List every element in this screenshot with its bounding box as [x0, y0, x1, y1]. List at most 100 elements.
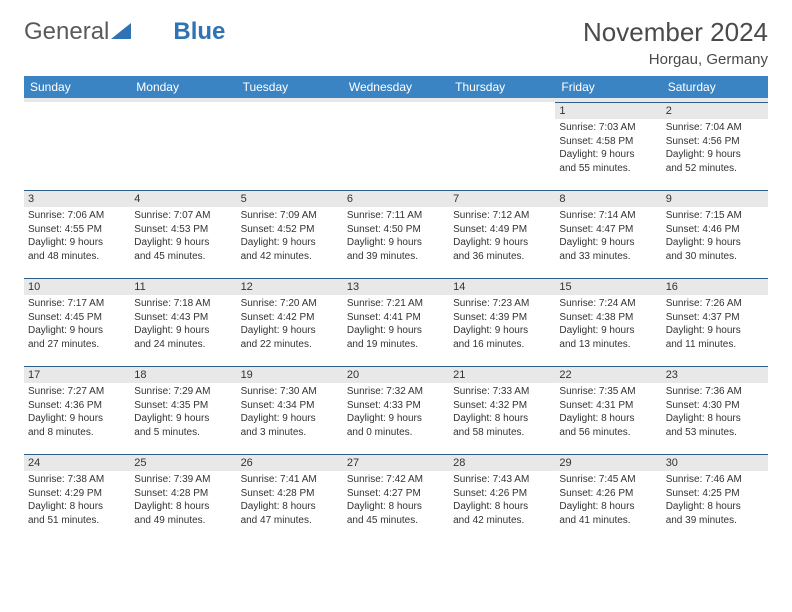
calendar-week-row: 3Sunrise: 7:06 AMSunset: 4:55 PMDaylight… [24, 190, 768, 278]
daylight-text: Daylight: 9 hours [453, 236, 551, 250]
title-block: November 2024 Horgau, Germany [583, 18, 768, 68]
daylight-text: and 13 minutes. [559, 338, 657, 352]
sunset-text: Sunset: 4:56 PM [666, 135, 764, 149]
day-number: 1 [555, 102, 661, 120]
daylight-text: and 3 minutes. [241, 426, 339, 440]
daylight-text: Daylight: 9 hours [559, 324, 657, 338]
day-header: Monday [130, 76, 236, 98]
calendar-week-row: 24Sunrise: 7:38 AMSunset: 4:29 PMDayligh… [24, 454, 768, 542]
day-number: 19 [237, 366, 343, 384]
day-body: Sunrise: 7:20 AMSunset: 4:42 PMDaylight:… [237, 295, 343, 353]
day-header-row: Sunday Monday Tuesday Wednesday Thursday… [24, 76, 768, 98]
calendar-cell: 28Sunrise: 7:43 AMSunset: 4:26 PMDayligh… [449, 454, 555, 542]
calendar-cell: 4Sunrise: 7:07 AMSunset: 4:53 PMDaylight… [130, 190, 236, 278]
sunset-text: Sunset: 4:26 PM [453, 487, 551, 501]
calendar-cell: 11Sunrise: 7:18 AMSunset: 4:43 PMDayligh… [130, 278, 236, 366]
day-body: Sunrise: 7:45 AMSunset: 4:26 PMDaylight:… [555, 471, 661, 529]
daylight-text: and 48 minutes. [28, 250, 126, 264]
calendar-cell: 21Sunrise: 7:33 AMSunset: 4:32 PMDayligh… [449, 366, 555, 454]
day-number: 11 [130, 278, 236, 296]
day-body: Sunrise: 7:21 AMSunset: 4:41 PMDaylight:… [343, 295, 449, 353]
day-number: 17 [24, 366, 130, 384]
sunset-text: Sunset: 4:25 PM [666, 487, 764, 501]
daylight-text: and 24 minutes. [134, 338, 232, 352]
day-number: 21 [449, 366, 555, 384]
day-body: Sunrise: 7:32 AMSunset: 4:33 PMDaylight:… [343, 383, 449, 441]
day-header: Friday [555, 76, 661, 98]
day-number: 10 [24, 278, 130, 296]
daylight-text: and 52 minutes. [666, 162, 764, 176]
daylight-text: Daylight: 9 hours [666, 148, 764, 162]
day-body: Sunrise: 7:07 AMSunset: 4:53 PMDaylight:… [130, 207, 236, 265]
day-number: 4 [130, 190, 236, 208]
daylight-text: Daylight: 8 hours [666, 412, 764, 426]
header: General Blue November 2024 Horgau, Germa… [24, 18, 768, 68]
day-body: Sunrise: 7:14 AMSunset: 4:47 PMDaylight:… [555, 207, 661, 265]
daylight-text: Daylight: 9 hours [241, 412, 339, 426]
brand-word-2: Blue [173, 18, 225, 46]
day-body: Sunrise: 7:27 AMSunset: 4:36 PMDaylight:… [24, 383, 130, 441]
day-number: 20 [343, 366, 449, 384]
calendar-cell: 22Sunrise: 7:35 AMSunset: 4:31 PMDayligh… [555, 366, 661, 454]
day-body: Sunrise: 7:03 AMSunset: 4:58 PMDaylight:… [555, 119, 661, 177]
sunset-text: Sunset: 4:28 PM [241, 487, 339, 501]
sunset-text: Sunset: 4:32 PM [453, 399, 551, 413]
day-body: Sunrise: 7:24 AMSunset: 4:38 PMDaylight:… [555, 295, 661, 353]
day-number: 12 [237, 278, 343, 296]
calendar-cell: 9Sunrise: 7:15 AMSunset: 4:46 PMDaylight… [662, 190, 768, 278]
daylight-text: Daylight: 9 hours [666, 324, 764, 338]
day-number: 25 [130, 454, 236, 472]
day-body: Sunrise: 7:12 AMSunset: 4:49 PMDaylight:… [449, 207, 555, 265]
sunset-text: Sunset: 4:58 PM [559, 135, 657, 149]
daylight-text: and 5 minutes. [134, 426, 232, 440]
daylight-text: and 42 minutes. [453, 514, 551, 528]
day-number: 16 [662, 278, 768, 296]
sunrise-text: Sunrise: 7:43 AM [453, 473, 551, 487]
daylight-text: Daylight: 9 hours [28, 324, 126, 338]
day-number: 2 [662, 102, 768, 120]
day-body: Sunrise: 7:30 AMSunset: 4:34 PMDaylight:… [237, 383, 343, 441]
calendar-cell: 29Sunrise: 7:45 AMSunset: 4:26 PMDayligh… [555, 454, 661, 542]
calendar-cell: 18Sunrise: 7:29 AMSunset: 4:35 PMDayligh… [130, 366, 236, 454]
daylight-text: and 8 minutes. [28, 426, 126, 440]
daylight-text: and 27 minutes. [28, 338, 126, 352]
daylight-text: and 41 minutes. [559, 514, 657, 528]
sunset-text: Sunset: 4:31 PM [559, 399, 657, 413]
daylight-text: Daylight: 9 hours [134, 324, 232, 338]
day-number: 29 [555, 454, 661, 472]
daylight-text: Daylight: 8 hours [453, 412, 551, 426]
day-number: 3 [24, 190, 130, 208]
sunset-text: Sunset: 4:45 PM [28, 311, 126, 325]
day-body: Sunrise: 7:46 AMSunset: 4:25 PMDaylight:… [662, 471, 768, 529]
sunrise-text: Sunrise: 7:46 AM [666, 473, 764, 487]
sunrise-text: Sunrise: 7:03 AM [559, 121, 657, 135]
day-body: Sunrise: 7:36 AMSunset: 4:30 PMDaylight:… [662, 383, 768, 441]
calendar-cell: 6Sunrise: 7:11 AMSunset: 4:50 PMDaylight… [343, 190, 449, 278]
sunrise-text: Sunrise: 7:07 AM [134, 209, 232, 223]
sunrise-text: Sunrise: 7:12 AM [453, 209, 551, 223]
sunrise-text: Sunrise: 7:24 AM [559, 297, 657, 311]
sunset-text: Sunset: 4:27 PM [347, 487, 445, 501]
brand-triangle-icon [111, 18, 131, 46]
day-body: Sunrise: 7:42 AMSunset: 4:27 PMDaylight:… [343, 471, 449, 529]
sunset-text: Sunset: 4:26 PM [559, 487, 657, 501]
daylight-text: Daylight: 9 hours [559, 236, 657, 250]
daylight-text: and 30 minutes. [666, 250, 764, 264]
sunrise-text: Sunrise: 7:32 AM [347, 385, 445, 399]
calendar-cell: 27Sunrise: 7:42 AMSunset: 4:27 PMDayligh… [343, 454, 449, 542]
daylight-text: and 39 minutes. [347, 250, 445, 264]
sunset-text: Sunset: 4:50 PM [347, 223, 445, 237]
day-number: 30 [662, 454, 768, 472]
calendar-cell: 23Sunrise: 7:36 AMSunset: 4:30 PMDayligh… [662, 366, 768, 454]
daylight-text: and 11 minutes. [666, 338, 764, 352]
daylight-text: Daylight: 8 hours [666, 500, 764, 514]
calendar-cell: 2Sunrise: 7:04 AMSunset: 4:56 PMDaylight… [662, 102, 768, 190]
calendar-cell: 10Sunrise: 7:17 AMSunset: 4:45 PMDayligh… [24, 278, 130, 366]
daylight-text: Daylight: 9 hours [666, 236, 764, 250]
day-number: 6 [343, 190, 449, 208]
sunrise-text: Sunrise: 7:33 AM [453, 385, 551, 399]
day-body: Sunrise: 7:39 AMSunset: 4:28 PMDaylight:… [130, 471, 236, 529]
sunset-text: Sunset: 4:38 PM [559, 311, 657, 325]
daylight-text: Daylight: 9 hours [134, 236, 232, 250]
day-body: Sunrise: 7:23 AMSunset: 4:39 PMDaylight:… [449, 295, 555, 353]
